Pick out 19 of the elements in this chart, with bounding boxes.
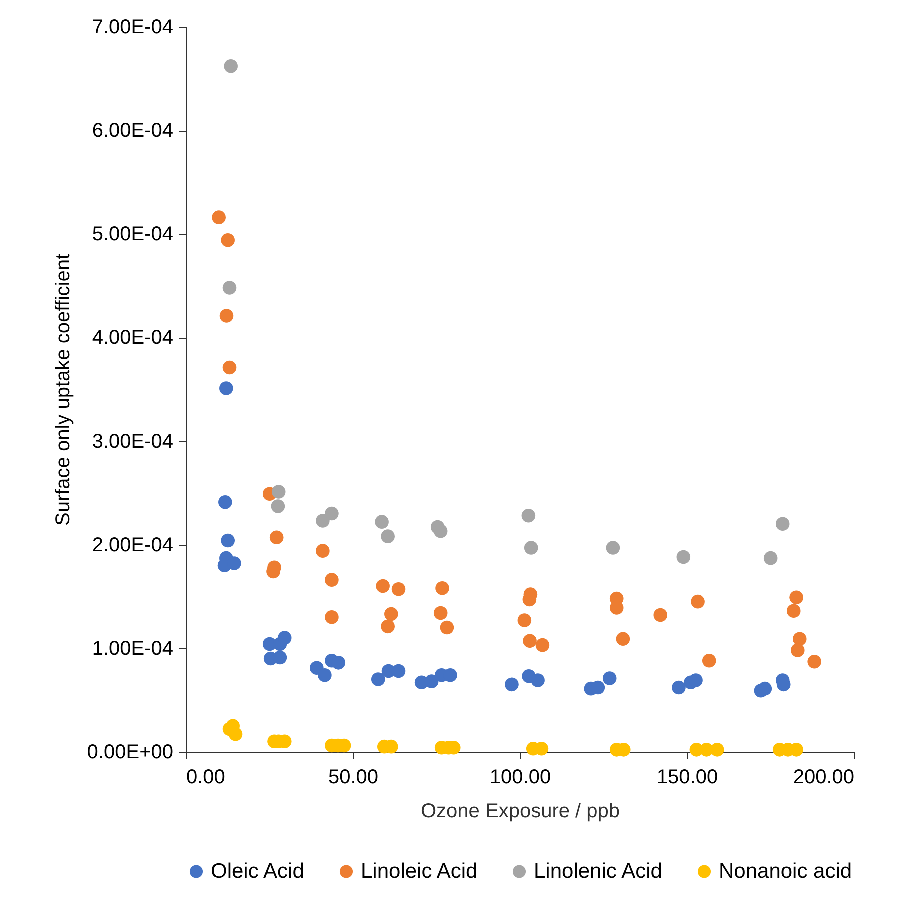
x-axis-title: Ozone Exposure / ppb [420, 800, 620, 822]
legend-label: Linoleic Acid [361, 860, 478, 883]
y-tick-label: 0.00E+00 [87, 742, 174, 764]
y-tick-label: 6.00E-04 [92, 120, 174, 142]
y-tick-label: 4.00E-04 [92, 327, 174, 350]
legend-label: Linolenic Acid [534, 860, 662, 883]
x-tick-label: 200.00 [793, 766, 854, 788]
x-tick-label: 50.00 [328, 766, 379, 788]
y-tick-label: 5.00E-04 [92, 224, 174, 246]
y-tick-label: 2.00E-04 [92, 534, 174, 556]
y-axis-title: Surface only uptake coefficient [52, 254, 74, 526]
y-tick-label: 1.00E-04 [92, 638, 174, 660]
y-tick-label: 3.00E-04 [92, 430, 174, 453]
legend-label: Nonanoic acid [719, 860, 852, 883]
y-tick-label: 7.00E-04 [92, 16, 174, 38]
x-tick-label: 0.00 [186, 766, 226, 788]
x-tick-label: 100.00 [490, 766, 552, 788]
legend-label: Oleic Acid [211, 860, 304, 883]
x-tick-label: 150.00 [656, 766, 718, 788]
